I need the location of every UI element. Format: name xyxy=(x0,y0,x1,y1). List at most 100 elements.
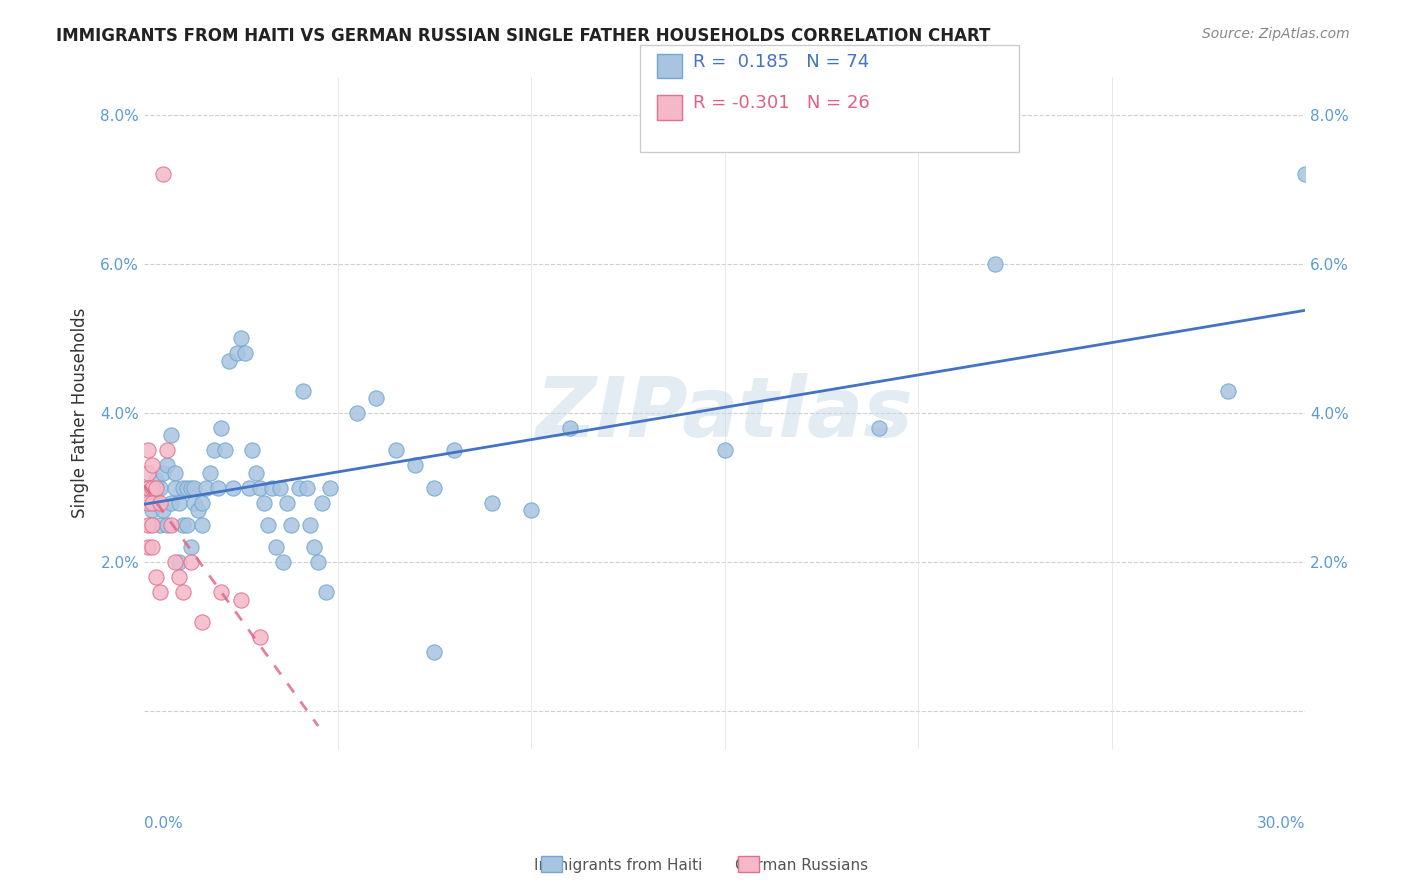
Point xyxy=(172,585,194,599)
Point xyxy=(276,495,298,509)
Y-axis label: Single Father Households: Single Father Households xyxy=(72,308,89,518)
Point xyxy=(156,458,179,473)
Point xyxy=(167,555,190,569)
Point xyxy=(280,518,302,533)
Point xyxy=(238,481,260,495)
Point xyxy=(264,541,287,555)
Point xyxy=(172,518,194,533)
Point xyxy=(222,481,245,495)
Text: R =  0.185   N = 74: R = 0.185 N = 74 xyxy=(693,54,869,71)
Point xyxy=(176,481,198,495)
Point xyxy=(211,421,233,435)
Point xyxy=(257,518,280,533)
Point xyxy=(304,541,326,555)
Point xyxy=(141,481,163,495)
Point xyxy=(229,331,252,345)
Point xyxy=(141,495,163,509)
Point xyxy=(165,555,187,569)
Point xyxy=(315,585,337,599)
Point xyxy=(202,443,225,458)
Point xyxy=(141,518,163,533)
Point xyxy=(167,495,190,509)
Point xyxy=(183,481,205,495)
Point xyxy=(148,481,170,495)
Point xyxy=(249,481,271,495)
Point xyxy=(172,481,194,495)
Text: Source: ZipAtlas.com: Source: ZipAtlas.com xyxy=(1202,27,1350,41)
Point xyxy=(249,630,271,644)
Point xyxy=(366,391,388,405)
Text: 30.0%: 30.0% xyxy=(1257,816,1305,830)
Point xyxy=(481,495,503,509)
Point xyxy=(269,481,291,495)
Point xyxy=(198,466,221,480)
Point xyxy=(291,384,314,398)
Point xyxy=(253,495,276,509)
Point xyxy=(152,503,174,517)
Point xyxy=(218,354,240,368)
Point xyxy=(145,481,167,495)
Point xyxy=(211,585,233,599)
Point xyxy=(167,570,190,584)
Point xyxy=(165,466,187,480)
Point xyxy=(423,481,446,495)
Point xyxy=(156,518,179,533)
Point xyxy=(307,555,329,569)
Point xyxy=(180,555,202,569)
Point xyxy=(319,481,342,495)
Point xyxy=(288,481,311,495)
Point xyxy=(233,346,256,360)
Point xyxy=(141,541,163,555)
Point xyxy=(558,421,581,435)
Point xyxy=(152,466,174,480)
Point xyxy=(136,541,159,555)
Point xyxy=(136,481,159,495)
Point xyxy=(191,495,214,509)
Point xyxy=(195,481,218,495)
Point xyxy=(148,518,170,533)
Point xyxy=(156,443,179,458)
Point xyxy=(226,346,249,360)
Point xyxy=(273,555,295,569)
Point xyxy=(520,503,543,517)
Point xyxy=(868,421,890,435)
Text: 0.0%: 0.0% xyxy=(143,816,183,830)
Point xyxy=(299,518,322,533)
Point xyxy=(160,518,183,533)
Point xyxy=(180,481,202,495)
Point xyxy=(176,518,198,533)
Point xyxy=(260,481,283,495)
Point xyxy=(191,615,214,629)
Point xyxy=(229,592,252,607)
Text: ZIPatlas: ZIPatlas xyxy=(536,373,914,453)
Point xyxy=(160,428,183,442)
Point xyxy=(141,503,163,517)
Point xyxy=(148,495,170,509)
Point xyxy=(187,503,209,517)
Point xyxy=(404,458,426,473)
Point xyxy=(141,458,163,473)
Point xyxy=(136,443,159,458)
Point xyxy=(160,495,183,509)
Point xyxy=(295,481,318,495)
Point xyxy=(136,466,159,480)
Point xyxy=(148,585,170,599)
Point xyxy=(214,443,236,458)
Point xyxy=(384,443,406,458)
Point xyxy=(1216,384,1239,398)
Point xyxy=(136,518,159,533)
Point xyxy=(346,406,368,420)
Text: German Russians: German Russians xyxy=(735,858,868,872)
Text: R = -0.301   N = 26: R = -0.301 N = 26 xyxy=(693,95,870,112)
Text: Immigrants from Haiti: Immigrants from Haiti xyxy=(534,858,703,872)
Point xyxy=(242,443,264,458)
Point xyxy=(713,443,735,458)
Point xyxy=(180,541,202,555)
Point xyxy=(152,168,174,182)
Point xyxy=(245,466,267,480)
Point xyxy=(423,645,446,659)
Point xyxy=(443,443,465,458)
Point xyxy=(984,257,1007,271)
Point xyxy=(311,495,333,509)
Point xyxy=(145,473,167,487)
